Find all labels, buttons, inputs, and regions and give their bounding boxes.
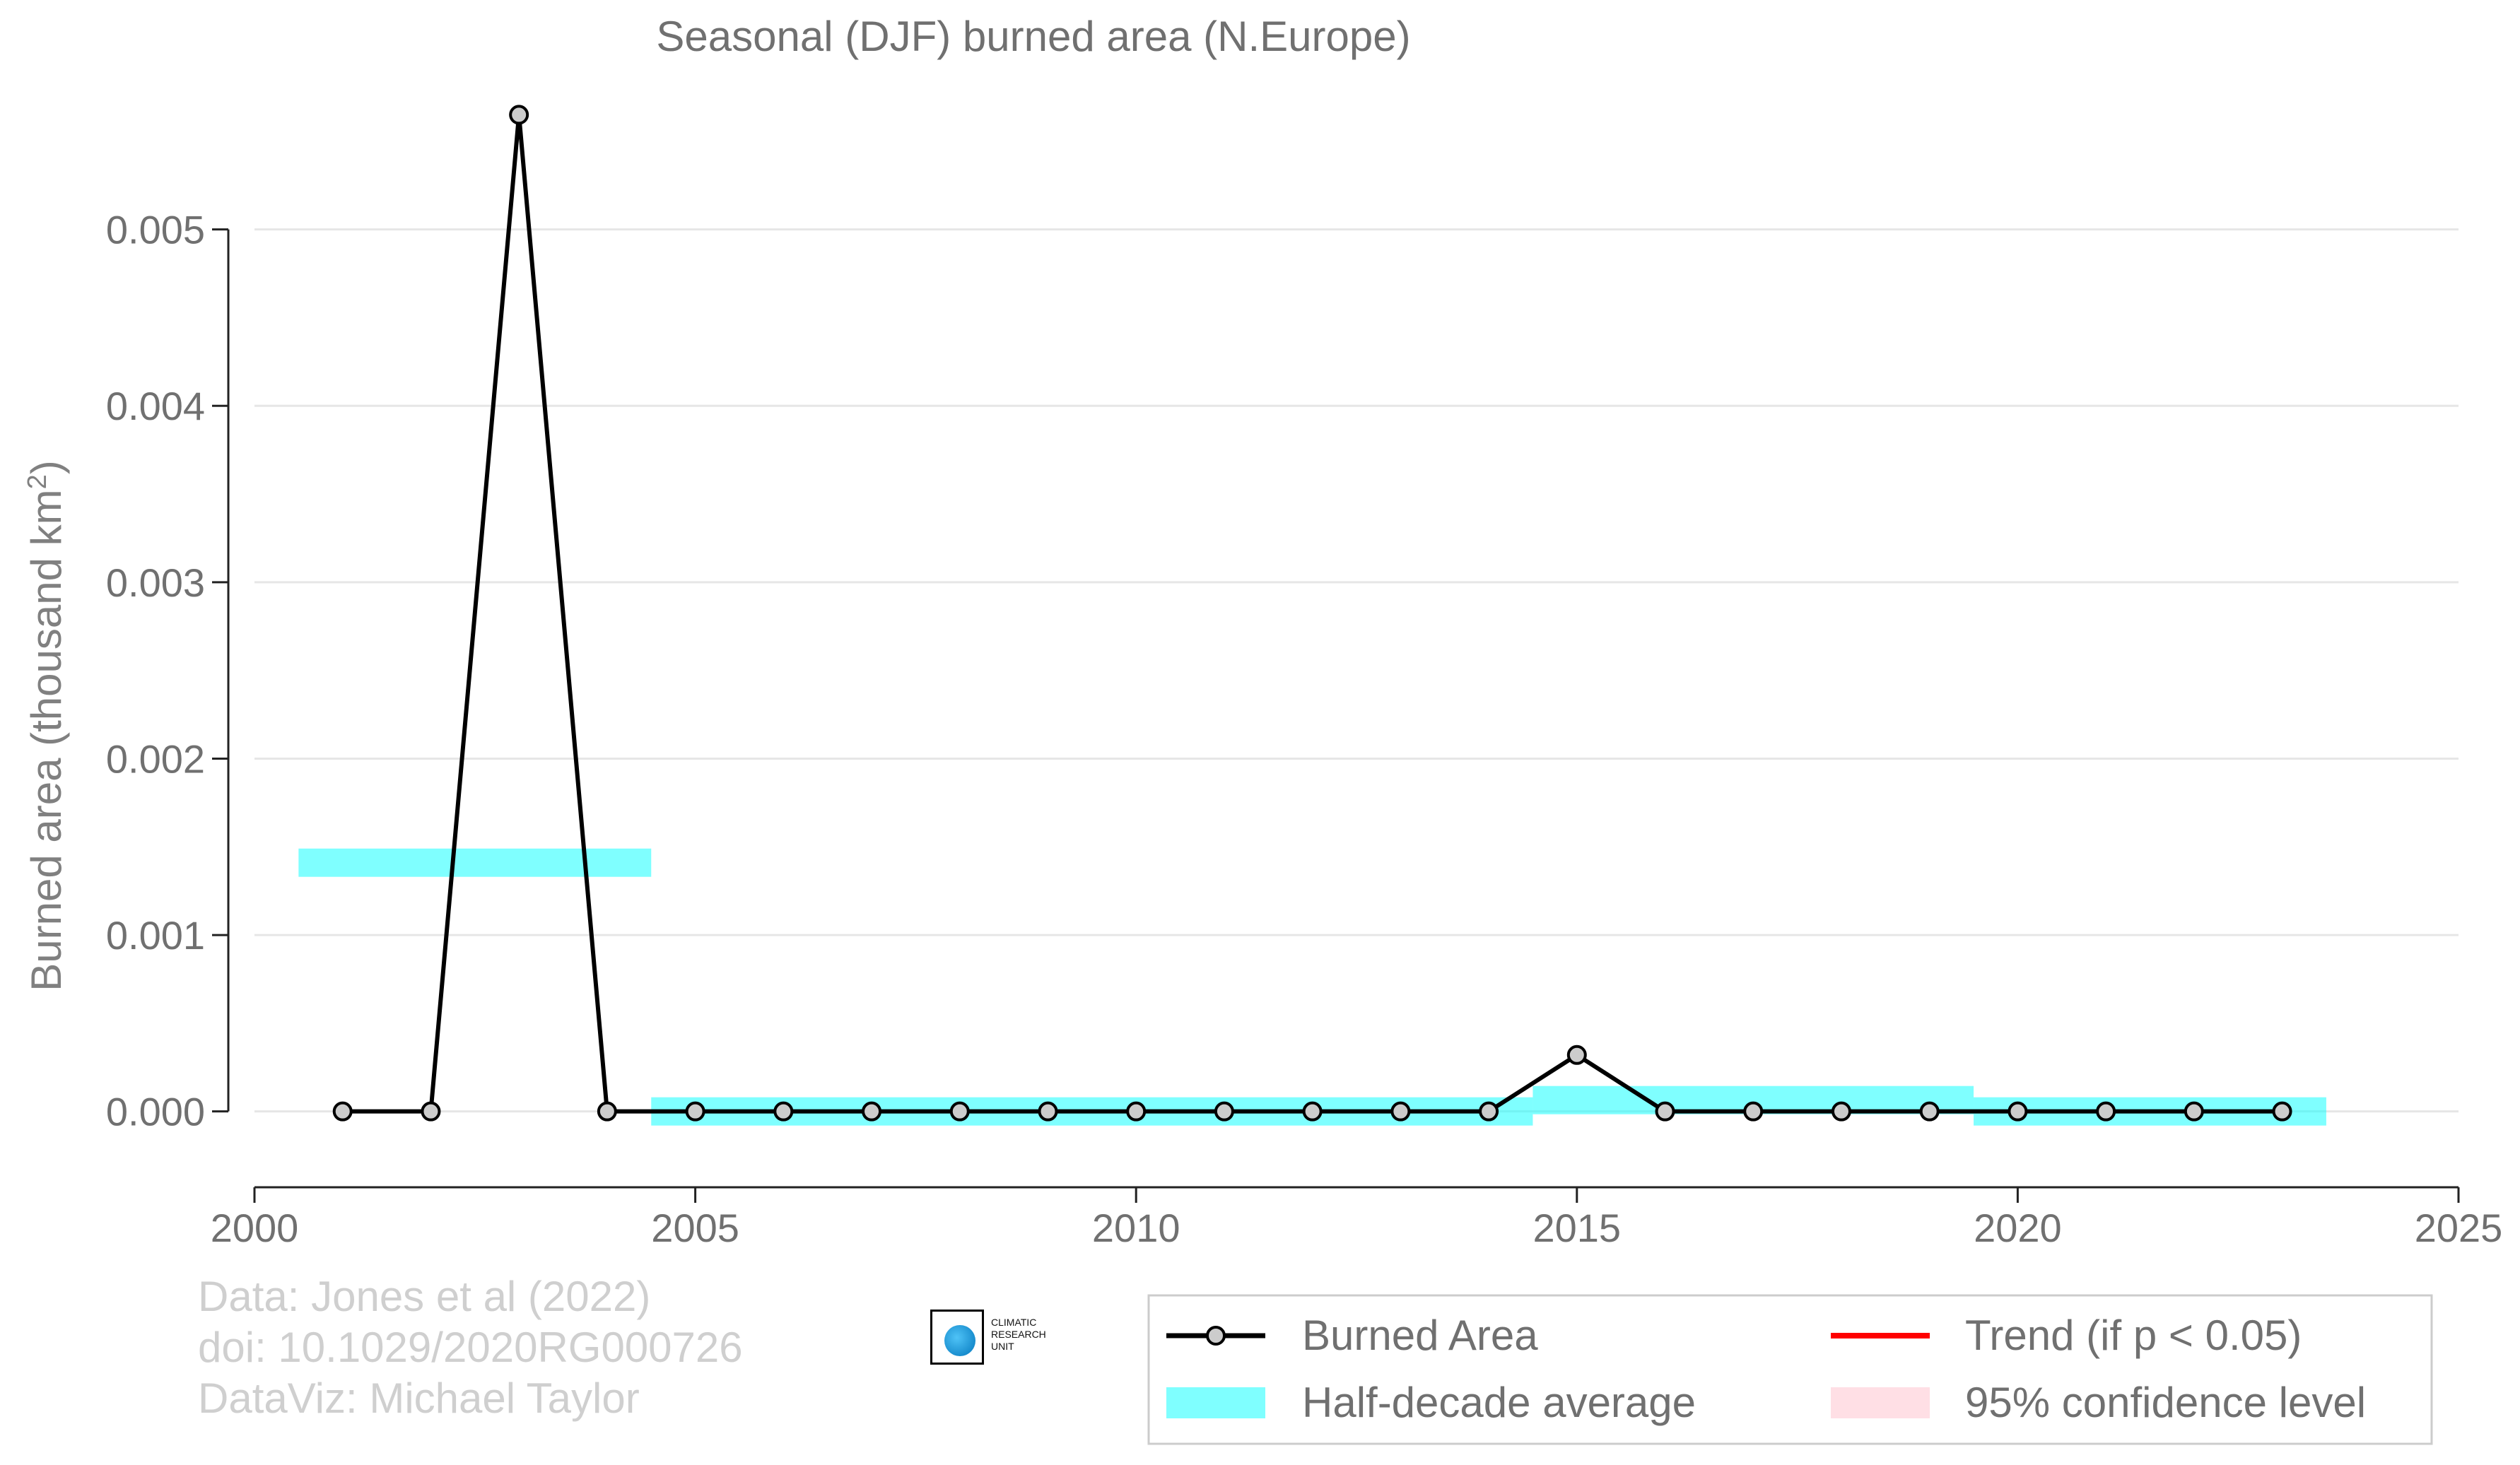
legend-swatch-band xyxy=(1831,1387,1930,1418)
logo-text: CLIMATIC RESEARCH UNIT xyxy=(991,1317,1046,1353)
axes: 0.000 0.001 0.002 0.003 0.004 0.005 2000 2005 20… xyxy=(106,208,2502,1250)
data-point xyxy=(685,1101,705,1122)
logo-text-line3: UNIT xyxy=(991,1341,1014,1352)
logo-text-line1: CLIMATIC xyxy=(991,1317,1037,1328)
data-point xyxy=(2272,1101,2292,1122)
footer-credits: Data: Jones et al (2022) doi: 10.1029/20… xyxy=(198,1271,743,1424)
series-line xyxy=(342,114,2282,1114)
data-point xyxy=(1743,1101,1764,1122)
data-point xyxy=(1302,1101,1323,1122)
data-point xyxy=(1479,1101,1499,1122)
logo-frame xyxy=(930,1310,984,1365)
legend-label: 95% confidence level xyxy=(1965,1379,2366,1426)
x-tick-label: 2015 xyxy=(1533,1206,1622,1250)
y-tick-label: 0.003 xyxy=(106,560,205,605)
y-axis-label-close: ) xyxy=(23,460,70,474)
footer-dataviz-credit: DataViz: Michael Taylor xyxy=(198,1375,640,1422)
x-tick-label: 2010 xyxy=(1092,1206,1180,1250)
data-point xyxy=(1038,1101,1058,1122)
data-point xyxy=(1390,1101,1411,1122)
data-point xyxy=(2008,1101,2028,1122)
data-point xyxy=(1831,1101,1851,1122)
chart-title: Seasonal (DJF) burned area (N.Europe) xyxy=(656,13,1410,60)
grid-lines xyxy=(254,228,2459,1113)
data-point xyxy=(1919,1101,1940,1122)
legend-swatch-marker xyxy=(1206,1326,1226,1346)
logo-text-line2: RESEARCH xyxy=(991,1329,1046,1340)
legend-label: Half-decade average xyxy=(1302,1379,1696,1426)
data-point xyxy=(597,1101,617,1122)
data-point xyxy=(509,105,529,125)
y-axis-label-main: Burned area (thousand km xyxy=(23,489,70,991)
data-point xyxy=(862,1101,882,1122)
legend-frame xyxy=(1147,1294,2433,1445)
data-point xyxy=(332,1101,353,1122)
globe-icon xyxy=(944,1325,975,1356)
x-tick-label: 2020 xyxy=(1974,1206,2062,1250)
x-tick-label: 2025 xyxy=(2415,1206,2503,1250)
data-point xyxy=(2096,1101,2116,1122)
half-decade-band xyxy=(298,848,652,877)
y-tick-label: 0.001 xyxy=(106,913,205,958)
legend-label: Trend (if p < 0.05) xyxy=(1965,1312,2302,1359)
y-tick-label: 0.002 xyxy=(106,736,205,781)
burned-area-series xyxy=(332,105,2292,1122)
data-point xyxy=(2184,1101,2204,1122)
data-point xyxy=(1214,1101,1234,1122)
cru-logo: CLIMATIC RESEARCH UNIT xyxy=(930,1310,1065,1369)
y-axis-label-sup: 2 xyxy=(23,474,52,489)
footer-data-source: Data: Jones et al (2022) xyxy=(198,1273,651,1320)
data-point xyxy=(1126,1101,1147,1122)
y-tick-label: 0.005 xyxy=(106,208,205,252)
legend-label: Burned Area xyxy=(1302,1312,1538,1359)
data-point xyxy=(949,1101,970,1122)
y-axis-label: Burned area (thousand km2) xyxy=(23,460,70,992)
x-tick-label: 2005 xyxy=(651,1206,739,1250)
footer-doi: doi: 10.1029/2020RG000726 xyxy=(198,1324,743,1371)
x-tick-label: 2000 xyxy=(211,1206,299,1250)
data-point xyxy=(1655,1101,1675,1122)
legend-swatch-band xyxy=(1166,1387,1265,1418)
data-point xyxy=(1566,1045,1587,1065)
y-tick-label: 0.000 xyxy=(106,1090,205,1134)
y-tick-label: 0.004 xyxy=(106,384,205,428)
data-point xyxy=(421,1101,441,1122)
legend: Burned Area Trend (if p < 0.05) Half-decad… xyxy=(1147,1294,2433,1445)
data-point xyxy=(773,1101,794,1122)
